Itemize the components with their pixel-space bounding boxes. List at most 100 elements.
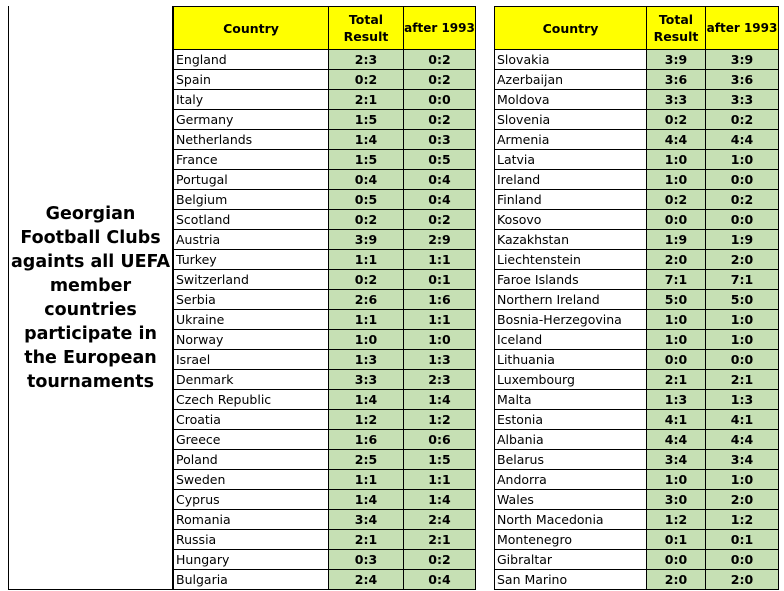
country-cell[interactable]: Albania (494, 429, 647, 450)
after-1993-cell[interactable]: 0:2 (403, 49, 476, 70)
total-result-cell[interactable]: 1:0 (646, 469, 706, 490)
after-1993-cell[interactable]: 0:2 (403, 109, 476, 130)
total-result-cell[interactable]: 1:4 (328, 389, 404, 410)
after-1993-cell[interactable]: 1:0 (705, 309, 779, 330)
total-result-cell[interactable]: 2:5 (328, 449, 404, 470)
after-1993-cell[interactable]: 0:1 (705, 529, 779, 550)
after-1993-cell[interactable]: 1:2 (705, 509, 779, 530)
country-cell[interactable]: Gibraltar (494, 549, 647, 570)
country-cell[interactable]: Italy (173, 89, 329, 110)
country-cell[interactable]: Estonia (494, 409, 647, 430)
country-cell[interactable]: Poland (173, 449, 329, 470)
total-result-cell[interactable]: 4:4 (646, 129, 706, 150)
after-1993-cell[interactable]: 3:9 (705, 49, 779, 70)
after-1993-cell[interactable]: 0:3 (403, 129, 476, 150)
after-1993-cell[interactable]: 0:6 (403, 429, 476, 450)
after-1993-cell[interactable]: 2:9 (403, 229, 476, 250)
country-cell[interactable]: Bulgaria (173, 569, 329, 590)
total-result-cell[interactable]: 0:2 (646, 109, 706, 130)
country-cell[interactable]: Wales (494, 489, 647, 510)
total-result-cell[interactable]: 1:1 (328, 249, 404, 270)
total-result-cell[interactable]: 0:0 (646, 349, 706, 370)
total-result-cell[interactable]: 0:5 (328, 189, 404, 210)
after-1993-cell[interactable]: 0:4 (403, 189, 476, 210)
total-result-cell[interactable]: 1:0 (646, 169, 706, 190)
country-cell[interactable]: Slovenia (494, 109, 647, 130)
total-result-cell[interactable]: 2:1 (328, 89, 404, 110)
country-cell[interactable]: Latvia (494, 149, 647, 170)
country-cell[interactable]: England (173, 49, 329, 70)
total-result-cell[interactable]: 0:4 (328, 169, 404, 190)
country-cell[interactable]: Slovakia (494, 49, 647, 70)
total-result-cell[interactable]: 1:0 (646, 149, 706, 170)
country-cell[interactable]: Belarus (494, 449, 647, 470)
country-cell[interactable]: Montenegro (494, 529, 647, 550)
after-1993-cell[interactable]: 1:2 (403, 409, 476, 430)
after-1993-cell[interactable]: 0:0 (705, 549, 779, 570)
country-cell[interactable]: Northern Ireland (494, 289, 647, 310)
total-result-cell[interactable]: 3:6 (646, 69, 706, 90)
country-cell[interactable]: Israel (173, 349, 329, 370)
total-result-cell[interactable]: 3:3 (328, 369, 404, 390)
total-result-cell[interactable]: 0:0 (646, 549, 706, 570)
after-1993-cell[interactable]: 0:0 (705, 209, 779, 230)
total-result-cell[interactable]: 3:0 (646, 489, 706, 510)
country-cell[interactable]: Croatia (173, 409, 329, 430)
country-cell[interactable]: Netherlands (173, 129, 329, 150)
total-result-cell[interactable]: 0:0 (646, 209, 706, 230)
total-result-cell[interactable]: 0:2 (328, 269, 404, 290)
total-result-cell[interactable]: 3:4 (646, 449, 706, 470)
after-1993-cell[interactable]: 0:0 (705, 349, 779, 370)
country-cell[interactable]: Hungary (173, 549, 329, 570)
after-1993-cell[interactable]: 0:1 (403, 269, 476, 290)
total-result-cell[interactable]: 0:2 (328, 209, 404, 230)
total-result-cell[interactable]: 2:0 (646, 249, 706, 270)
total-result-cell[interactable]: 1:0 (646, 329, 706, 350)
after-1993-cell[interactable]: 0:2 (705, 189, 779, 210)
after-1993-cell[interactable]: 3:6 (705, 69, 779, 90)
country-cell[interactable]: Portugal (173, 169, 329, 190)
country-cell[interactable]: Serbia (173, 289, 329, 310)
total-result-cell[interactable]: 1:3 (646, 389, 706, 410)
total-result-cell[interactable]: 2:0 (646, 569, 706, 590)
total-result-cell[interactable]: 0:2 (646, 189, 706, 210)
after-1993-cell[interactable]: 0:2 (403, 69, 476, 90)
after-1993-cell[interactable]: 0:2 (403, 209, 476, 230)
after-1993-cell[interactable]: 0:5 (403, 149, 476, 170)
total-result-cell[interactable]: 1:1 (328, 469, 404, 490)
country-cell[interactable]: Ireland (494, 169, 647, 190)
after-1993-cell[interactable]: 1:6 (403, 289, 476, 310)
country-cell[interactable]: Czech Republic (173, 389, 329, 410)
after-1993-cell[interactable]: 0:4 (403, 169, 476, 190)
country-cell[interactable]: Austria (173, 229, 329, 250)
country-cell[interactable]: Spain (173, 69, 329, 90)
total-result-cell[interactable]: 4:1 (646, 409, 706, 430)
country-cell[interactable]: Armenia (494, 129, 647, 150)
after-1993-cell[interactable]: 4:4 (705, 429, 779, 450)
total-result-cell[interactable]: 0:1 (646, 529, 706, 550)
after-1993-cell[interactable]: 1:1 (403, 309, 476, 330)
after-1993-cell[interactable]: 1:4 (403, 489, 476, 510)
country-cell[interactable]: Turkey (173, 249, 329, 270)
after-1993-cell[interactable]: 2:4 (403, 509, 476, 530)
after-1993-cell[interactable]: 5:0 (705, 289, 779, 310)
total-result-cell[interactable]: 2:6 (328, 289, 404, 310)
total-result-cell[interactable]: 2:4 (328, 569, 404, 590)
country-cell[interactable]: Bosnia-Herzegovina (494, 309, 647, 330)
country-cell[interactable]: Sweden (173, 469, 329, 490)
after-1993-cell[interactable]: 0:2 (705, 109, 779, 130)
after-1993-cell[interactable]: 1:1 (403, 469, 476, 490)
after-1993-cell[interactable]: 1:3 (705, 389, 779, 410)
after-1993-cell[interactable]: 1:9 (705, 229, 779, 250)
after-1993-cell[interactable]: 1:3 (403, 349, 476, 370)
after-1993-cell[interactable]: 1:0 (705, 329, 779, 350)
after-1993-cell[interactable]: 1:1 (403, 249, 476, 270)
country-cell[interactable]: Greece (173, 429, 329, 450)
after-1993-cell[interactable]: 0:2 (403, 549, 476, 570)
country-cell[interactable]: Malta (494, 389, 647, 410)
after-1993-cell[interactable]: 2:0 (705, 249, 779, 270)
country-cell[interactable]: Kazakhstan (494, 229, 647, 250)
after-1993-cell[interactable]: 3:4 (705, 449, 779, 470)
after-1993-cell[interactable]: 1:0 (705, 469, 779, 490)
country-cell[interactable]: France (173, 149, 329, 170)
